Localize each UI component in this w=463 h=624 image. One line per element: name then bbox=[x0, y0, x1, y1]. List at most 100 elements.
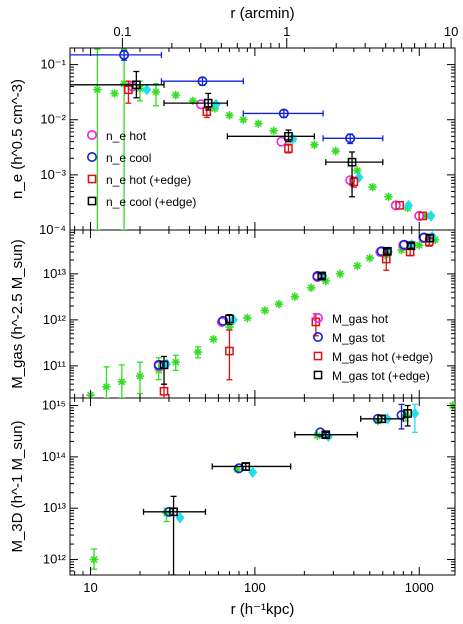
y-axis-label: n_e (h^0.5 cm^-3) bbox=[9, 79, 26, 199]
data-point-ray bbox=[353, 166, 361, 175]
top-tick-label: 0.1 bbox=[113, 24, 131, 39]
data-point bbox=[225, 314, 234, 324]
panel-frames bbox=[69, 47, 456, 576]
x-tick-label: 100 bbox=[244, 580, 266, 595]
legend-marker-shape bbox=[87, 196, 97, 206]
data-point bbox=[135, 371, 145, 381]
data-point bbox=[159, 360, 169, 370]
data-point bbox=[425, 233, 435, 243]
legend-marker bbox=[87, 152, 98, 163]
y-tick-label: 10⁻³ bbox=[40, 167, 66, 182]
data-point-shape bbox=[403, 199, 414, 211]
data-point bbox=[384, 192, 393, 202]
data-point-shape bbox=[278, 108, 289, 119]
data-point-shape bbox=[284, 131, 293, 141]
data-point-shape bbox=[132, 80, 141, 90]
data-point-shape bbox=[225, 346, 234, 356]
data-point-shape bbox=[321, 430, 331, 440]
data-point-ray bbox=[254, 120, 262, 128]
data-point-shape bbox=[347, 157, 357, 167]
data-marks bbox=[70, 48, 455, 575]
data-point bbox=[349, 177, 359, 187]
data-point bbox=[102, 382, 111, 392]
data-point-ray bbox=[194, 348, 202, 356]
y-tick-label: 10⁻⁴ bbox=[39, 222, 66, 237]
data-point-ray bbox=[291, 293, 299, 301]
data-point bbox=[260, 306, 270, 315]
data-point bbox=[321, 430, 331, 440]
data-point-ray bbox=[93, 86, 101, 94]
data-point bbox=[306, 283, 316, 292]
y-tick-label: 10¹³ bbox=[43, 500, 67, 515]
data-point bbox=[241, 462, 251, 471]
data-point-shape bbox=[410, 407, 420, 420]
data-point bbox=[426, 210, 436, 222]
legend-marker-shape bbox=[87, 174, 97, 184]
data-point bbox=[225, 346, 234, 356]
data-point bbox=[89, 555, 99, 564]
data-point-shape bbox=[395, 200, 405, 210]
data-point-shape bbox=[153, 359, 164, 370]
y-tick-label: 10⁻¹ bbox=[40, 57, 66, 72]
legend-marker-shape bbox=[313, 370, 323, 380]
data-point-shape bbox=[124, 85, 133, 95]
x-axis-label: r (h⁻¹kpc) bbox=[231, 601, 295, 618]
data-point bbox=[274, 299, 284, 309]
data-point-ray bbox=[397, 246, 406, 254]
data-point-shape bbox=[203, 98, 213, 108]
data-point-ray bbox=[225, 323, 233, 331]
y-axis-label: M_gas (h^-2.5 M_sun) bbox=[9, 239, 26, 389]
data-point bbox=[218, 315, 229, 326]
legend-marker bbox=[313, 370, 323, 380]
data-point-ray bbox=[353, 262, 361, 270]
data-point bbox=[110, 89, 119, 98]
data-point bbox=[93, 85, 102, 94]
data-point bbox=[171, 90, 180, 100]
y-tick-label: 10¹⁵ bbox=[42, 398, 66, 413]
data-point bbox=[406, 241, 416, 251]
data-point bbox=[132, 80, 141, 90]
data-point bbox=[278, 108, 289, 119]
data-point-shape bbox=[425, 233, 435, 243]
legend-marker bbox=[87, 130, 98, 141]
data-point-shape bbox=[403, 409, 413, 418]
data-point-ray bbox=[369, 183, 377, 191]
legend-marker bbox=[312, 312, 323, 323]
data-point bbox=[151, 87, 161, 97]
data-point-ray bbox=[336, 270, 344, 278]
panel-data-m3d bbox=[89, 401, 455, 575]
panel-frame-m3d bbox=[69, 397, 456, 576]
top-tick-label: 1 bbox=[283, 24, 290, 39]
legend-label: M_gas hot (+edge) bbox=[332, 350, 433, 364]
x-tick-label: 10 bbox=[83, 580, 97, 595]
data-point-ray bbox=[275, 300, 283, 308]
legend-marker-shape bbox=[312, 331, 323, 342]
data-point-shape bbox=[241, 462, 251, 471]
data-point bbox=[317, 271, 327, 281]
data-point bbox=[331, 146, 340, 156]
data-point-shape bbox=[142, 84, 152, 96]
legend-label: M_gas tot bbox=[332, 331, 385, 345]
y-axis-label: M_3D (h^-1 M_sun) bbox=[9, 420, 26, 552]
data-point bbox=[376, 246, 387, 257]
data-point bbox=[290, 292, 300, 301]
legend-marker-shape bbox=[87, 130, 98, 141]
data-point bbox=[124, 85, 133, 95]
panel-data-ne bbox=[70, 48, 436, 230]
legend-marker bbox=[87, 174, 97, 184]
data-point-shape bbox=[345, 133, 356, 144]
data-point-shape bbox=[169, 507, 178, 517]
data-point-ray bbox=[111, 89, 119, 97]
data-point bbox=[169, 507, 178, 517]
data-point bbox=[239, 115, 248, 124]
data-point-shape bbox=[426, 210, 436, 222]
data-point bbox=[159, 386, 169, 396]
data-point-ray bbox=[310, 141, 318, 149]
legends: n_e hot n_e cool n_e hot (+edge) n_e cool (… bbox=[87, 129, 433, 383]
data-point bbox=[284, 144, 293, 153]
data-point bbox=[243, 313, 252, 323]
legend-marker bbox=[313, 351, 323, 361]
data-point-shape bbox=[383, 246, 392, 256]
legend-label: M_gas tot (+edge) bbox=[332, 369, 430, 383]
